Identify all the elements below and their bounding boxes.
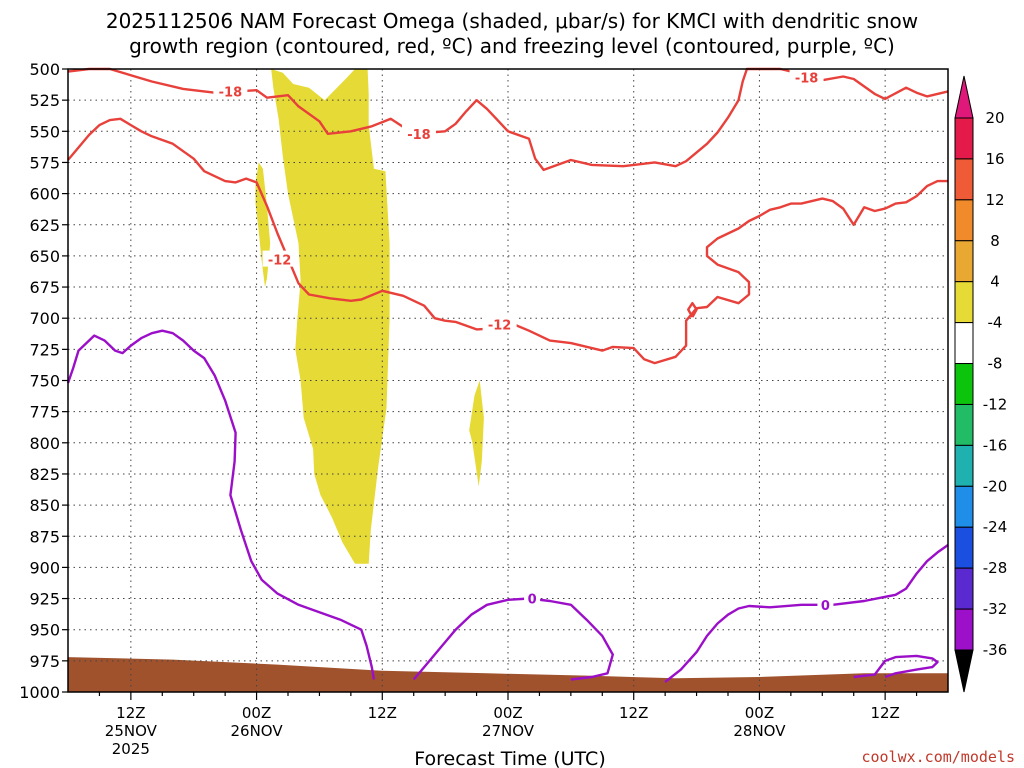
colorbar-swatch	[954, 199, 974, 242]
contour-dgz_island	[687, 302, 698, 318]
y-tick-label: 500	[29, 60, 60, 79]
contour-dgz_minus18_mid	[67, 117, 948, 365]
y-tick-label: 900	[29, 558, 60, 577]
colorbar-swatch	[954, 567, 974, 610]
colorbar-swatch	[954, 281, 974, 324]
colorbar-label: -12	[983, 395, 1008, 413]
x-tick-label: 28NOV	[733, 722, 786, 740]
y-tick-label: 950	[29, 621, 60, 640]
credit-text: coolwx.com/models	[861, 748, 1015, 766]
colorbar-label: 8	[990, 232, 1000, 250]
contour-freezing_0C_lobe	[853, 654, 939, 679]
plot-area: -18 -18 -18 -12 -12 0 0	[66, 67, 949, 693]
x-tick-label: 00Z	[493, 704, 522, 722]
y-tick-label: 825	[29, 465, 60, 484]
contour-label-red: -18	[795, 72, 819, 87]
x-tick-label: 00Z	[745, 704, 774, 722]
x-tick-label: 2025	[112, 740, 150, 758]
colorbar-label: 12	[985, 191, 1004, 209]
colorbar-top-arrow	[954, 75, 974, 119]
y-tick-label: 625	[29, 216, 60, 235]
colorbar-swatch	[954, 608, 974, 651]
y-tick-label: 725	[29, 340, 60, 359]
y-tick-label: 650	[29, 247, 60, 266]
x-tick-label: 00Z	[242, 704, 271, 722]
colorbar-label: -36	[983, 641, 1008, 659]
contour-freezing_0C_right	[664, 544, 949, 683]
contour-label-bg	[817, 595, 834, 612]
y-tick-label: 600	[29, 185, 60, 204]
y-tick-label: 975	[29, 652, 60, 671]
colorbar: 20 16 12 8 4 -4 -8 -12 -16 -20 -24 -28 -32 -36	[954, 75, 1008, 693]
contour-label-layer: -18 -18 -18 -12 -12 0 0	[213, 68, 834, 614]
colorbar-label: -32	[983, 600, 1008, 618]
upward_motion_small	[469, 380, 484, 487]
colorbar-label: -24	[983, 518, 1008, 536]
colorbar-swatch	[954, 363, 974, 405]
colorbar-label: -4	[988, 314, 1003, 332]
y-tick-label: 550	[29, 122, 60, 141]
contour-label-purple: 0	[528, 593, 537, 608]
y-tick-label: 1000	[19, 683, 60, 702]
chart-title-line2: growth region (contoured, red, ºC) and f…	[129, 34, 895, 58]
omega-shading-layer	[255, 69, 484, 564]
contour-layer	[66, 67, 949, 683]
x-tick-label: 12Z	[116, 704, 145, 722]
y-tick-label: 850	[29, 496, 60, 515]
y-tick-label: 800	[29, 434, 60, 453]
upward_motion_main	[271, 69, 390, 564]
grid-layer	[68, 69, 948, 692]
colorbar-label: 16	[985, 150, 1004, 168]
y-tick-label: 700	[29, 309, 60, 328]
colorbar-label: -28	[983, 559, 1008, 577]
contour-label-purple: 0	[821, 599, 830, 614]
y-tick-label: 750	[29, 372, 60, 391]
contour-label-bg	[213, 82, 248, 99]
contour-label-red: -18	[219, 85, 243, 100]
x-tick-label: 12Z	[870, 704, 899, 722]
colorbar-swatch	[954, 444, 974, 487]
y-tick-label: 875	[29, 527, 60, 546]
x-axis-title: Forecast Time (UTC)	[414, 748, 605, 768]
contour-freezing_0C_left	[66, 329, 376, 680]
colorbar-swatch	[954, 240, 974, 283]
contour-label-bg	[789, 68, 824, 85]
colorbar-swatch	[954, 526, 974, 569]
colorbar-bottom-arrow	[954, 649, 974, 693]
contour-label-red: -12	[488, 318, 512, 333]
contour-label-bg	[401, 124, 436, 141]
x-tick-label: 12Z	[619, 704, 648, 722]
y-tick-label: 675	[29, 278, 60, 297]
colorbar-label: -16	[983, 436, 1008, 454]
contour-freezing_0C_mid	[412, 597, 614, 681]
contour-label-bg	[524, 589, 541, 606]
chart-title-line1: 2025112506 NAM Forecast Omega (shaded, μ…	[106, 9, 918, 33]
x-tick-label: 25NOV	[105, 722, 158, 740]
y-tick-label: 525	[29, 91, 60, 110]
contour-label-red: -18	[407, 128, 431, 143]
colorbar-swatch	[954, 485, 974, 528]
contour-label-red: -12	[268, 254, 292, 269]
colorbar-label: 4	[990, 273, 1000, 291]
y-tick-label: 575	[29, 153, 60, 172]
contour-label-bg	[482, 315, 517, 332]
colorbar-label: 20	[985, 109, 1004, 127]
colorbar-swatch	[954, 158, 974, 201]
colorbar-swatch	[954, 403, 974, 446]
x-tick-label: 26NOV	[231, 722, 284, 740]
y-tick-label: 925	[29, 590, 60, 609]
contour-label-bg	[262, 250, 297, 267]
colorbar-swatch	[954, 322, 974, 365]
x-tick-label: 12Z	[368, 704, 397, 722]
colorbar-swatch	[954, 117, 974, 160]
y-tick-label: 775	[29, 403, 60, 422]
x-tick-label: 27NOV	[482, 722, 535, 740]
colorbar-label: -8	[988, 355, 1003, 373]
pressure-axis: 500 525 550 575 600 625 650 675 700 725 750 775 800 8…	[19, 60, 68, 702]
colorbar-label: -20	[983, 477, 1008, 495]
